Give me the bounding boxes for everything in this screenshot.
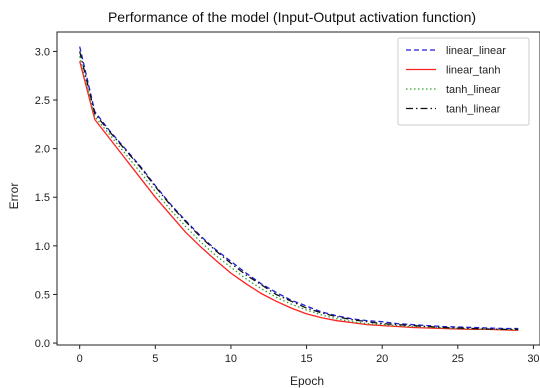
- series-line-linear-linear-1: [79, 46, 519, 330]
- legend-label: linear_tanh: [446, 65, 500, 77]
- y-tick-label: 0.5: [35, 289, 50, 301]
- y-axis-title: Error: [7, 183, 21, 210]
- x-tick-label: 20: [376, 353, 388, 365]
- legend-label: tanh_linear: [446, 104, 501, 116]
- y-tick-label: 1.0: [35, 241, 50, 253]
- y-tick-label: 0.0: [35, 338, 50, 350]
- x-tick-label: 15: [300, 353, 312, 365]
- x-tick-label: 30: [527, 353, 539, 365]
- series-line-tanh-linear-4: [79, 51, 519, 331]
- x-tick-label: 10: [225, 353, 237, 365]
- x-tick-label: 0: [77, 353, 83, 365]
- y-tick-label: 2.5: [35, 95, 50, 107]
- series-line-linear-tanh-2: [79, 61, 519, 332]
- chart-title: Performance of the model (Input-Output a…: [108, 9, 476, 25]
- y-tick-label: 1.5: [35, 192, 50, 204]
- y-tick-label: 3.0: [35, 46, 50, 58]
- legend-box: [397, 37, 530, 126]
- x-tick-label: 25: [452, 353, 464, 365]
- legend-label: tanh_linear: [446, 84, 501, 96]
- plot-frame: [56, 31, 540, 346]
- series-line-tanh-linear-3: [79, 56, 519, 331]
- x-axis-title: Epoch: [290, 374, 324, 388]
- y-tick-label: 2.0: [35, 144, 50, 156]
- x-tick-label: 5: [152, 353, 158, 365]
- legend-label: linear_linear: [446, 45, 506, 57]
